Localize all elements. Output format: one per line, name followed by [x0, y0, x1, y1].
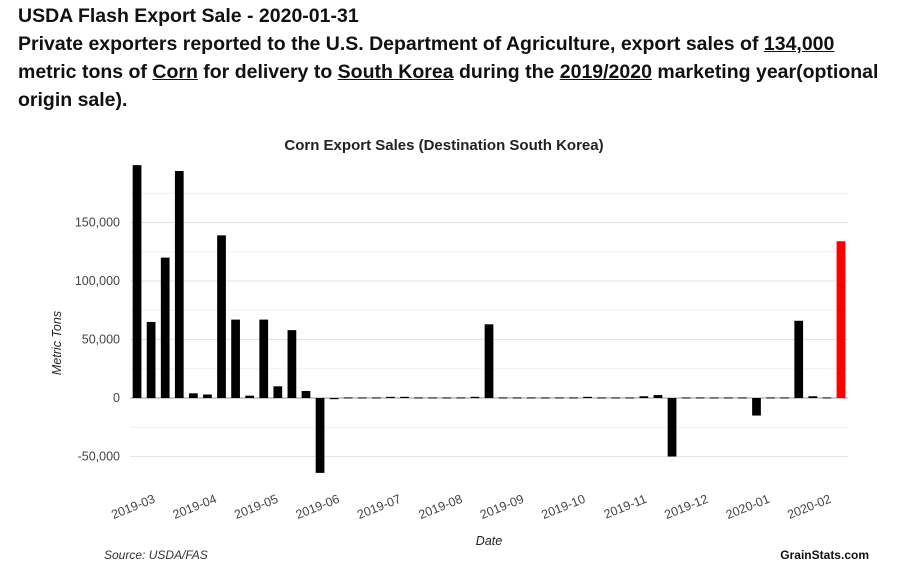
bar[interactable] — [442, 397, 452, 399]
headline-title: USDA Flash Export Sale - 2020-01-31 — [18, 5, 359, 27]
bar[interactable] — [484, 324, 494, 398]
destination-link: South Korea — [337, 61, 454, 83]
y-tick-label: 150,000 — [75, 216, 120, 230]
x-tick-label: 2019-03 — [109, 492, 157, 522]
bar[interactable] — [174, 171, 184, 398]
bar[interactable] — [329, 398, 339, 400]
bar[interactable] — [343, 397, 353, 399]
x-tick-label: 2019-09 — [478, 492, 526, 522]
export-sales-chart: Corn Export Sales (Destination South Kor… — [50, 137, 848, 548]
bar[interactable] — [231, 319, 240, 398]
sale-amount: 134,000 — [763, 33, 835, 55]
bar[interactable] — [569, 397, 578, 399]
bar[interactable] — [780, 397, 790, 399]
bar[interactable] — [357, 397, 367, 399]
description-text-b: metric tons of — [18, 61, 153, 83]
x-tick-label: 2020-01 — [724, 492, 772, 522]
bar[interactable] — [512, 397, 522, 399]
source-note: Source: USDA/FAS — [104, 548, 208, 562]
x-tick-label: 2019-10 — [540, 492, 588, 522]
y-tick-label: 100,000 — [75, 274, 120, 288]
bar[interactable] — [667, 398, 677, 457]
commodity-link: Corn — [152, 61, 198, 83]
bar[interactable] — [738, 397, 747, 399]
brand-label[interactable]: GrainStats.com — [780, 548, 869, 562]
description-text-a: Private exporters reported to the U.S. D… — [18, 33, 764, 55]
bars — [132, 165, 846, 473]
bar[interactable] — [611, 397, 621, 399]
x-tick-label: 2019-06 — [294, 492, 342, 522]
x-tick-label: 2020-02 — [785, 492, 833, 522]
headline: USDA Flash Export Sale - 2020-01-31 Priv… — [18, 2, 888, 114]
bar[interactable] — [259, 319, 269, 398]
x-tick-label: 2019-08 — [417, 492, 465, 522]
bar[interactable] — [188, 393, 198, 398]
bar[interactable] — [456, 397, 466, 399]
bar[interactable] — [428, 397, 438, 399]
bar[interactable] — [766, 397, 775, 399]
bar[interactable] — [540, 397, 550, 399]
description-text-e: marketing year(optional origin sale). — [18, 61, 879, 111]
y-axis-label: Metric Tons — [50, 311, 64, 375]
x-tick-label: 2019-12 — [662, 492, 710, 522]
x-tick-label: 2019-05 — [232, 492, 280, 522]
bar[interactable] — [273, 386, 283, 398]
bar[interactable] — [301, 390, 311, 398]
bar[interactable] — [498, 397, 508, 399]
description-text-c: for delivery to — [197, 61, 338, 83]
bar[interactable] — [132, 165, 142, 398]
highlighted-bar[interactable] — [836, 241, 846, 398]
bar[interactable] — [386, 396, 395, 398]
x-tick-label: 2019-04 — [171, 492, 219, 522]
bar[interactable] — [583, 396, 592, 398]
bar[interactable] — [414, 397, 423, 399]
bar[interactable] — [723, 397, 733, 399]
headline-description: Private exporters reported to the U.S. D… — [18, 30, 888, 114]
bar[interactable] — [597, 397, 606, 399]
bar[interactable] — [400, 396, 409, 398]
description-text-d: during the — [453, 61, 560, 83]
bar[interactable] — [160, 257, 170, 398]
x-axis-label: Date — [476, 534, 502, 548]
y-tick-label: 50,000 — [82, 333, 120, 347]
bar[interactable] — [625, 397, 635, 399]
y-tick-label: 0 — [113, 391, 120, 405]
bar[interactable] — [639, 396, 649, 398]
bar[interactable] — [372, 397, 381, 399]
bar[interactable] — [526, 397, 536, 399]
bar[interactable] — [681, 397, 691, 399]
bar[interactable] — [709, 397, 719, 399]
y-axis-ticks: -50,000 0 50,000 100,000 150,000 — [75, 216, 120, 464]
bar[interactable] — [315, 398, 325, 473]
bar[interactable] — [695, 397, 705, 399]
bar[interactable] — [287, 330, 297, 398]
bar[interactable] — [752, 398, 761, 416]
x-axis-ticks: 2019-03 2019-04 2019-05 2019-06 2019-07 2019-… — [109, 492, 833, 522]
x-tick-label: 2019-11 — [602, 492, 649, 522]
bar[interactable] — [555, 397, 564, 399]
x-tick-label: 2019-07 — [355, 492, 403, 522]
bar[interactable] — [217, 235, 226, 398]
bar[interactable] — [245, 395, 255, 398]
bar[interactable] — [470, 396, 480, 398]
bar[interactable] — [653, 395, 663, 398]
bar[interactable] — [794, 320, 804, 398]
bar[interactable] — [146, 321, 156, 398]
bar[interactable] — [203, 394, 212, 398]
marketing-year: 2019/2020 — [559, 61, 652, 83]
bar[interactable] — [822, 397, 832, 399]
chart-title: Corn Export Sales (Destination South Kor… — [284, 137, 603, 154]
y-tick-label: -50,000 — [78, 450, 120, 464]
bar[interactable] — [808, 396, 818, 398]
